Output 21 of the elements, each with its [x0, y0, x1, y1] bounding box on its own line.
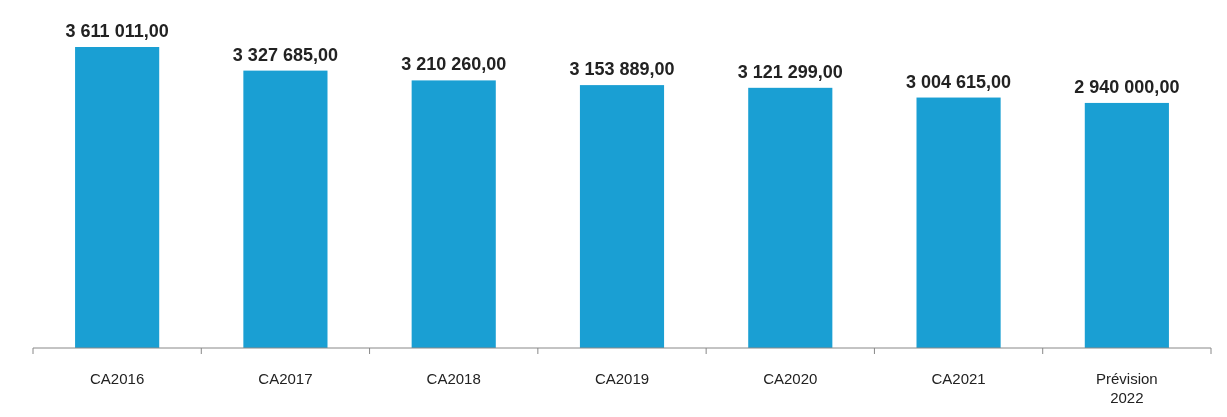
x-tick-label: CA2019 [594, 370, 650, 387]
data-label: 3 004 615,00 [906, 71, 1012, 92]
bar [75, 47, 160, 348]
x-tick-label: CA2021 [931, 370, 986, 387]
x-tick-label: CA2016 [90, 370, 145, 387]
bar [1084, 102, 1169, 348]
data-label: 3 327 685,00 [232, 44, 338, 65]
data-label: 3 611 011,00 [65, 21, 169, 41]
x-tick-label: CA2018 [426, 370, 481, 387]
bar [411, 80, 496, 348]
bar [748, 87, 833, 348]
data-label: 3 153 889,00 [569, 59, 675, 80]
x-tick-label: CA2017 [258, 370, 313, 387]
data-label: 2 940 000,00 [1074, 76, 1180, 97]
x-tick-label: Prévision 2022 [1096, 370, 1158, 406]
data-label: 3 121 299,00 [737, 61, 843, 82]
bar [579, 85, 665, 348]
data-label: 3 210 260,00 [401, 54, 507, 75]
bar [916, 97, 1001, 348]
x-tick-label: CA2020 [763, 370, 818, 387]
bar [243, 70, 328, 348]
